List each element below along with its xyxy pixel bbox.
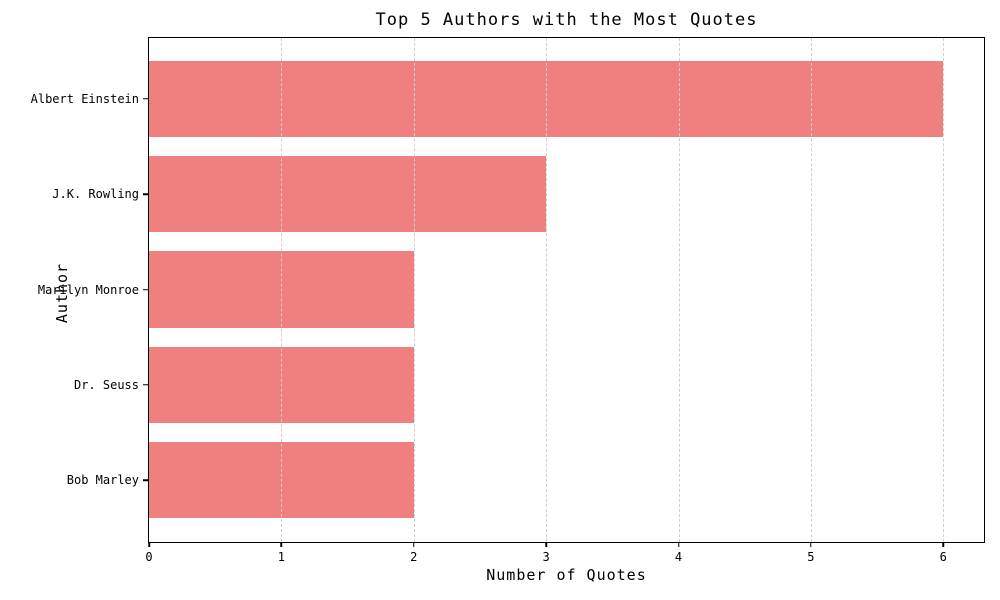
y-tick-label-1: J.K. Rowling xyxy=(52,187,139,202)
gridline-x-4 xyxy=(678,38,680,542)
y-tick-mark-0 xyxy=(142,98,148,100)
chart-title: Top 5 Authors with the Most Quotes xyxy=(375,10,758,30)
gridline-x-1 xyxy=(281,38,283,542)
x-tick-mark-5 xyxy=(810,542,812,547)
y-tick-mark-4 xyxy=(142,479,148,481)
gridline-x-5 xyxy=(810,38,812,542)
y-tick-mark-2 xyxy=(142,288,148,291)
x-tick-mark-3 xyxy=(545,542,547,547)
gridline-x-6 xyxy=(943,38,945,542)
x-tick-label-6: 6 xyxy=(939,550,947,564)
gridline-x-2 xyxy=(413,38,415,542)
y-tick-mark-1 xyxy=(142,193,148,195)
x-tick-label-4: 4 xyxy=(674,550,683,564)
gridline-x-3 xyxy=(546,38,548,542)
x-axis-label: Number of Quotes xyxy=(486,566,647,584)
x-tick-label-3: 3 xyxy=(542,550,550,564)
bar-j-k-rowling xyxy=(149,156,547,233)
y-tick-label-3: Dr. Seuss xyxy=(73,377,139,392)
plot-area: 0 1 2 3 4 5 6 Albert Einstein J.K. Rowling Marily… xyxy=(31,37,985,564)
x-tick-mark-4 xyxy=(677,542,680,547)
x-tick-label-2: 2 xyxy=(410,550,418,564)
y-tick-label-2: Marilyn Monroe xyxy=(37,282,139,297)
y-tick-label-0: Albert Einstein xyxy=(30,91,139,106)
x-tick-mark-2 xyxy=(413,542,415,547)
x-tick-mark-0 xyxy=(148,542,150,547)
x-tick-mark-6 xyxy=(942,542,945,547)
y-tick-label-4: Bob Marley xyxy=(66,473,139,488)
x-tick-mark-1 xyxy=(280,542,283,547)
y-axis-label: Author xyxy=(53,262,71,324)
y-tick-mark-3 xyxy=(142,384,148,386)
x-tick-label-0: 0 xyxy=(145,550,153,564)
x-tick-label-5: 5 xyxy=(807,550,815,564)
x-tick-label-1: 1 xyxy=(277,550,285,564)
